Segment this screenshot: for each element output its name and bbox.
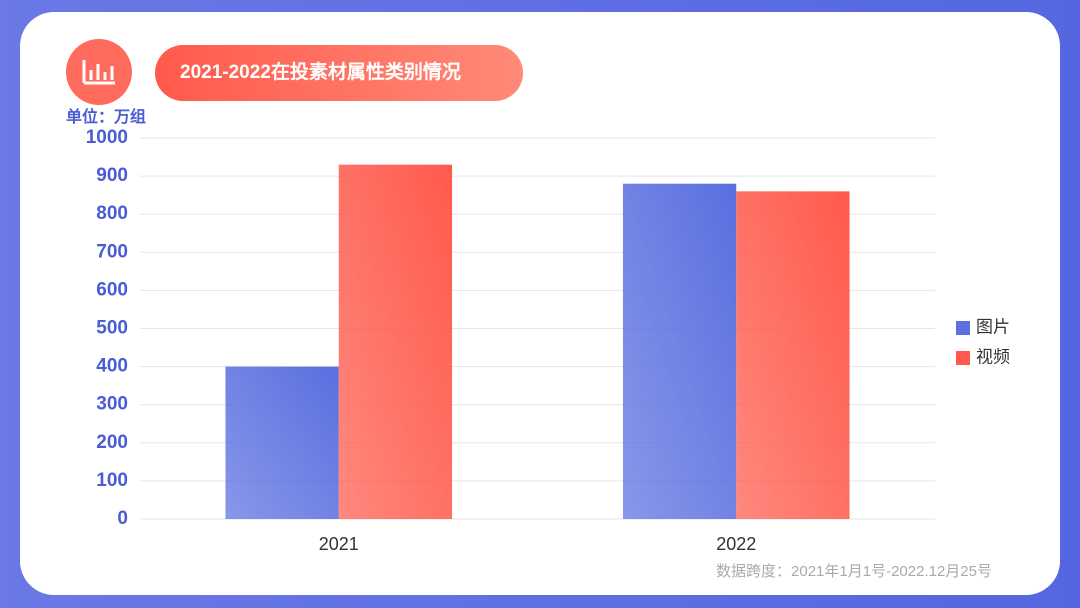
y-tick-label: 800	[96, 203, 128, 224]
legend-swatch	[956, 351, 970, 365]
legend-label: 视频	[976, 347, 1010, 366]
y-tick-label: 500	[96, 318, 128, 339]
y-tick-label: 300	[96, 394, 128, 415]
y-tick-label: 700	[96, 241, 128, 262]
bar	[736, 191, 850, 519]
bar	[225, 366, 339, 519]
icon	[82, 60, 115, 85]
legend-swatch	[956, 321, 970, 335]
bar	[338, 164, 453, 520]
x-tick-label: 2022	[716, 534, 756, 554]
y-tick-label: 0	[117, 508, 128, 529]
y-tick-label: 600	[96, 279, 128, 300]
x-tick-label: 2021	[319, 534, 359, 554]
footnote: 数据跨度：2021年1月1号-2022.12月25号	[716, 563, 992, 580]
unit-label: 单位：万组	[66, 107, 146, 126]
y-tick-label: 200	[96, 432, 128, 453]
chart-title: 2021-2022在投素材属性类别情况	[180, 60, 461, 83]
y-tick-label: 100	[96, 470, 128, 491]
bar	[622, 183, 737, 519]
y-tick-label: 900	[96, 165, 128, 186]
legend-label: 图片	[976, 317, 1010, 336]
y-tick-label: 1000	[86, 127, 128, 148]
title-pill	[155, 45, 523, 101]
y-tick-label: 400	[96, 356, 128, 377]
